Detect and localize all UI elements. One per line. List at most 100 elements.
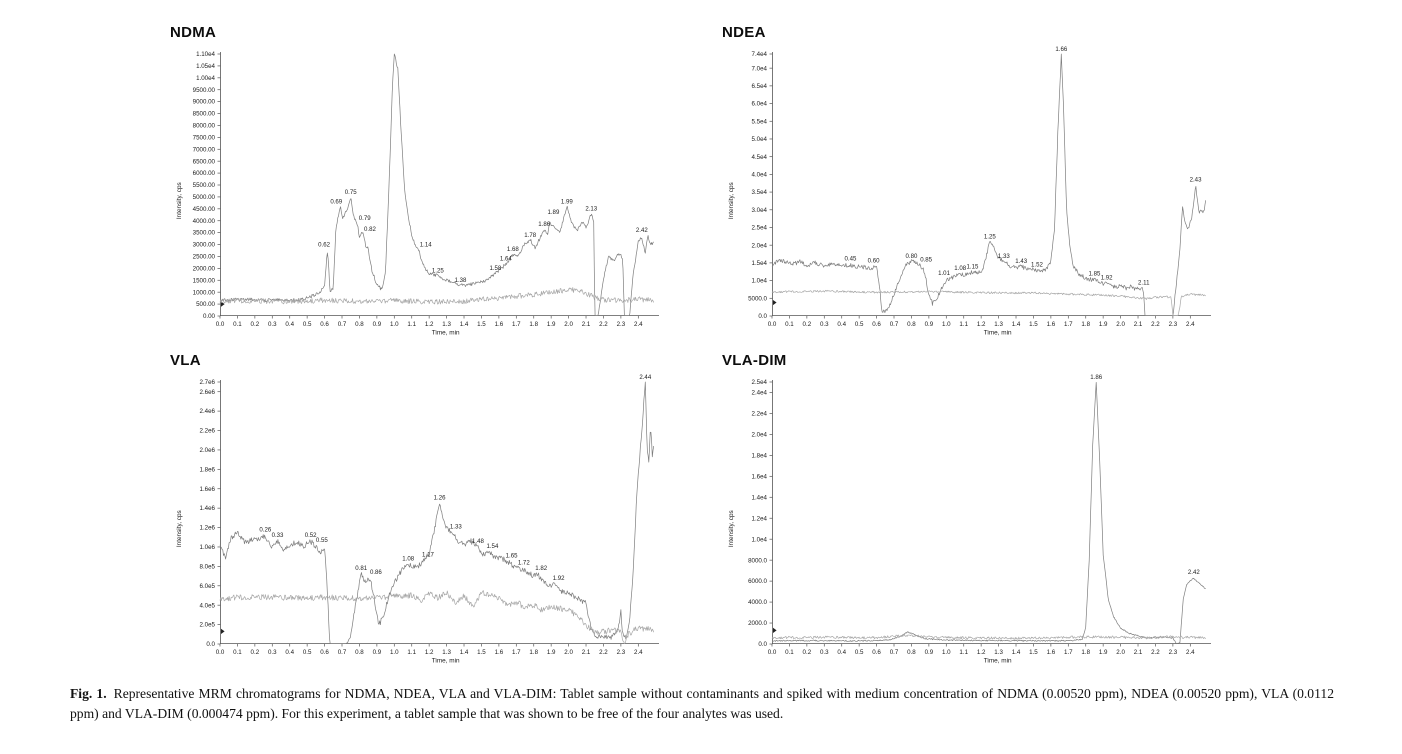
svg-text:7.4e4: 7.4e4 <box>752 51 768 58</box>
svg-text:1.9: 1.9 <box>1099 321 1108 328</box>
svg-text:2.0: 2.0 <box>1116 649 1125 656</box>
svg-text:1.58: 1.58 <box>489 265 501 272</box>
svg-text:0.4: 0.4 <box>285 321 294 328</box>
svg-text:2.0e6: 2.0e6 <box>200 447 216 454</box>
svg-text:1.3: 1.3 <box>442 321 451 328</box>
svg-text:1.2e4: 1.2e4 <box>752 515 768 522</box>
svg-text:2.2: 2.2 <box>1151 321 1160 328</box>
svg-text:1.92: 1.92 <box>553 575 565 582</box>
svg-text:8.0e5: 8.0e5 <box>200 563 216 570</box>
svg-text:0.4: 0.4 <box>285 649 294 656</box>
svg-text:0.2: 0.2 <box>803 321 812 328</box>
svg-text:1.0: 1.0 <box>942 321 951 328</box>
svg-text:1.82: 1.82 <box>535 565 547 572</box>
svg-text:1.52: 1.52 <box>1031 262 1043 269</box>
svg-text:1.8: 1.8 <box>1081 321 1090 328</box>
svg-text:2.0: 2.0 <box>1116 321 1125 328</box>
svg-text:1.5: 1.5 <box>1029 649 1038 656</box>
svg-text:1.66: 1.66 <box>1055 46 1067 53</box>
svg-text:0.5: 0.5 <box>855 649 864 656</box>
svg-text:1.08: 1.08 <box>402 555 414 562</box>
svg-text:2.13: 2.13 <box>585 206 597 213</box>
svg-text:1.2: 1.2 <box>977 649 986 656</box>
svg-text:5.0e4: 5.0e4 <box>752 136 768 143</box>
svg-text:1.17: 1.17 <box>422 552 434 559</box>
svg-text:2.6e6: 2.6e6 <box>200 389 216 396</box>
svg-text:1.0e4: 1.0e4 <box>752 536 768 543</box>
svg-text:0.3: 0.3 <box>268 321 277 328</box>
svg-text:2.4e4: 2.4e4 <box>752 390 768 397</box>
figure-caption-text: Representative MRM chromatograms for NDM… <box>70 686 1334 722</box>
chromatogram-plot-vla-dim: 2.5e4 2.4e4 2.2e4 2.0e4 1.8e4 1.6e4 1.4e4 1.2e4… <box>728 374 1211 665</box>
svg-text:0.3: 0.3 <box>820 649 829 656</box>
svg-text:0.62: 0.62 <box>318 241 330 248</box>
svg-text:1500.00: 1500.00 <box>193 277 216 284</box>
svg-text:5500.00: 5500.00 <box>193 182 216 189</box>
svg-text:2.4: 2.4 <box>1186 321 1195 328</box>
svg-text:Time, min: Time, min <box>984 330 1012 337</box>
svg-text:1.86: 1.86 <box>1090 374 1102 381</box>
svg-text:1.14: 1.14 <box>420 241 432 248</box>
svg-text:1.65: 1.65 <box>506 553 518 560</box>
svg-text:1.0e4: 1.0e4 <box>752 278 768 285</box>
svg-text:1.43: 1.43 <box>1015 258 1027 265</box>
svg-text:1.0: 1.0 <box>390 649 399 656</box>
svg-text:1.92: 1.92 <box>1101 275 1113 282</box>
svg-text:1.33: 1.33 <box>998 253 1010 260</box>
svg-text:6.0e5: 6.0e5 <box>200 583 216 590</box>
svg-text:1.89: 1.89 <box>547 209 559 216</box>
svg-text:2000.0: 2000.0 <box>748 620 767 627</box>
svg-text:0.5: 0.5 <box>855 321 864 328</box>
svg-text:0.7: 0.7 <box>338 321 347 328</box>
svg-text:0.0: 0.0 <box>206 641 215 648</box>
svg-text:0.6: 0.6 <box>320 649 329 656</box>
svg-text:0.2: 0.2 <box>251 321 260 328</box>
panel-title-ndma: NDMA <box>170 24 217 41</box>
svg-text:1.5: 1.5 <box>477 321 486 328</box>
svg-text:1.54: 1.54 <box>486 543 498 550</box>
svg-text:4000.00: 4000.00 <box>193 218 216 225</box>
svg-text:0.75: 0.75 <box>345 189 357 196</box>
svg-text:1.25: 1.25 <box>432 268 444 275</box>
svg-text:1.4: 1.4 <box>460 321 469 328</box>
panel-title-vla-dim: VLA-DIM <box>722 352 787 369</box>
svg-text:1.9: 1.9 <box>547 649 556 656</box>
svg-text:1.01: 1.01 <box>938 270 950 277</box>
svg-text:1.68: 1.68 <box>507 246 519 253</box>
svg-text:0.33: 0.33 <box>272 532 284 539</box>
svg-text:2.2e6: 2.2e6 <box>200 428 216 435</box>
svg-text:0.80: 0.80 <box>906 253 918 260</box>
svg-text:1.1: 1.1 <box>407 321 416 328</box>
chromatogram-panel-vla: VLA 2.7e6 2.6e6 2.4e6 2.2e6 2.0e6 1.8e6 1.6e6 1… <box>170 352 659 665</box>
svg-text:0.2: 0.2 <box>803 649 812 656</box>
svg-text:0.86: 0.86 <box>370 569 382 576</box>
svg-text:1.8: 1.8 <box>529 321 538 328</box>
svg-text:0.1: 0.1 <box>785 649 794 656</box>
svg-text:1.48: 1.48 <box>472 538 484 545</box>
svg-text:1.5e4: 1.5e4 <box>752 260 768 267</box>
chromatogram-panel-ndea: NDEA 7.4e4 7.0e4 6.5e4 6.0e4 5.5e4 5.0e4 4.5e4… <box>722 24 1211 337</box>
panel-title-vla: VLA <box>170 352 201 369</box>
svg-text:1.05e4: 1.05e4 <box>196 63 215 70</box>
svg-text:1.7: 1.7 <box>512 321 521 328</box>
svg-text:1.8e4: 1.8e4 <box>752 452 768 459</box>
svg-text:2.4: 2.4 <box>1186 649 1195 656</box>
svg-text:3500.00: 3500.00 <box>193 230 216 237</box>
svg-text:1.4e4: 1.4e4 <box>752 494 768 501</box>
svg-text:2.2: 2.2 <box>599 321 608 328</box>
svg-text:0.0: 0.0 <box>216 321 225 328</box>
svg-text:0.8: 0.8 <box>355 321 364 328</box>
svg-text:1.0: 1.0 <box>942 649 951 656</box>
svg-text:2.4: 2.4 <box>634 649 643 656</box>
svg-text:0.6: 0.6 <box>872 649 881 656</box>
svg-text:2.1: 2.1 <box>582 321 591 328</box>
svg-text:2.43: 2.43 <box>1190 176 1202 183</box>
svg-text:Intensity, cps: Intensity, cps <box>176 510 183 547</box>
svg-text:5000.00: 5000.00 <box>193 194 216 201</box>
svg-text:2.4: 2.4 <box>634 321 643 328</box>
svg-text:2.2: 2.2 <box>599 649 608 656</box>
svg-text:3000.00: 3000.00 <box>193 242 216 249</box>
svg-text:0.1: 0.1 <box>785 321 794 328</box>
svg-text:1.6: 1.6 <box>495 649 504 656</box>
svg-text:7500.00: 7500.00 <box>193 134 216 141</box>
